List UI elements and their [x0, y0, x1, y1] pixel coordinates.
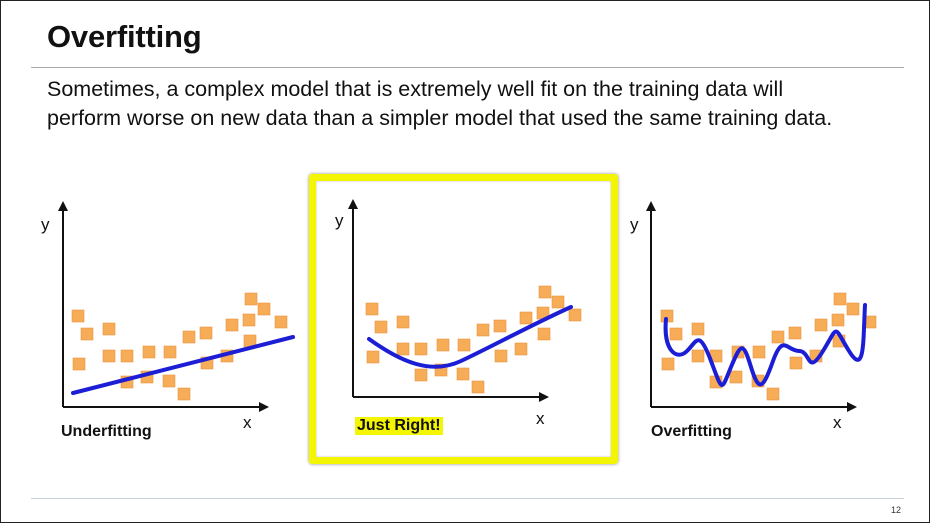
data-point — [814, 318, 828, 332]
data-point — [120, 349, 134, 363]
data-point — [789, 356, 803, 370]
overfitting-label: Overfitting — [651, 423, 732, 440]
y-axis-label: y — [41, 215, 50, 234]
slide-title: Overfitting — [47, 19, 202, 54]
x-axis-arrow-icon — [539, 392, 549, 402]
data-point — [831, 313, 845, 327]
data-point — [691, 349, 705, 363]
x-axis-label: x — [243, 413, 252, 432]
y-axis-label: y — [630, 215, 639, 234]
data-point — [396, 342, 410, 356]
model-curve — [663, 303, 867, 387]
data-point — [514, 342, 528, 356]
data-point — [568, 308, 582, 322]
x-axis-label: x — [536, 409, 545, 428]
data-point — [494, 349, 508, 363]
data-point — [365, 302, 379, 316]
data-point — [199, 326, 213, 340]
y-axis-arrow-icon — [58, 201, 68, 211]
data-point — [242, 313, 256, 327]
data-point — [396, 315, 410, 329]
body-line-1: Sometimes, a complex model that is extre… — [47, 77, 784, 101]
just-right-panel: y x Just Right! — [331, 197, 601, 447]
just-right-label: Just Right! — [355, 417, 443, 435]
data-point — [752, 345, 766, 359]
y-axis-label: y — [335, 211, 344, 230]
y-axis-arrow-icon — [646, 201, 656, 211]
data-point — [162, 374, 176, 388]
data-point — [102, 322, 116, 336]
data-point — [729, 370, 743, 384]
data-point — [182, 330, 196, 344]
underfitting-plot — [58, 201, 295, 412]
data-point — [374, 320, 388, 334]
data-point — [493, 319, 507, 333]
data-point — [80, 327, 94, 341]
data-point — [72, 357, 86, 371]
data-point — [366, 350, 380, 364]
model-curve — [367, 305, 573, 369]
data-point — [476, 323, 490, 337]
y-axis-arrow-icon — [348, 199, 358, 209]
data-point — [551, 295, 565, 309]
data-point — [436, 338, 450, 352]
data-point — [766, 387, 780, 401]
data-point — [538, 285, 552, 299]
title-divider — [31, 67, 904, 68]
data-point — [274, 315, 288, 329]
data-point — [414, 368, 428, 382]
just-right-highlight-frame — [309, 174, 618, 464]
data-point — [691, 322, 705, 336]
data-point — [537, 327, 551, 341]
data-point — [225, 318, 239, 332]
footer-divider — [31, 498, 904, 499]
data-point — [257, 302, 271, 316]
data-point — [177, 387, 191, 401]
data-point — [661, 357, 675, 371]
just-right-plot — [348, 199, 582, 402]
data-point — [456, 367, 470, 381]
data-point — [244, 292, 258, 306]
x-axis-label: x — [833, 413, 842, 432]
underfitting-panel: y x Underfitting — [39, 201, 309, 451]
data-point — [669, 327, 683, 341]
data-point — [471, 380, 485, 394]
data-point — [457, 338, 471, 352]
x-axis-arrow-icon — [847, 402, 857, 412]
slide-body-text: Sometimes, a complex model that is extre… — [47, 75, 917, 133]
model-line — [71, 335, 295, 395]
data-point — [414, 342, 428, 356]
data-point — [163, 345, 177, 359]
underfitting-label: Underfitting — [61, 423, 152, 440]
data-point — [71, 309, 85, 323]
data-point — [771, 330, 785, 344]
overfitting-plot — [646, 201, 877, 412]
body-line-2: perform worse on new data than a simpler… — [47, 106, 833, 130]
overfitting-panel: y x Overfitting — [627, 201, 897, 451]
data-point — [519, 311, 533, 325]
data-point — [833, 292, 847, 306]
x-axis-arrow-icon — [259, 402, 269, 412]
data-point — [788, 326, 802, 340]
data-point — [846, 302, 860, 316]
data-point — [102, 349, 116, 363]
page-number: 12 — [890, 505, 901, 515]
data-point — [142, 345, 156, 359]
